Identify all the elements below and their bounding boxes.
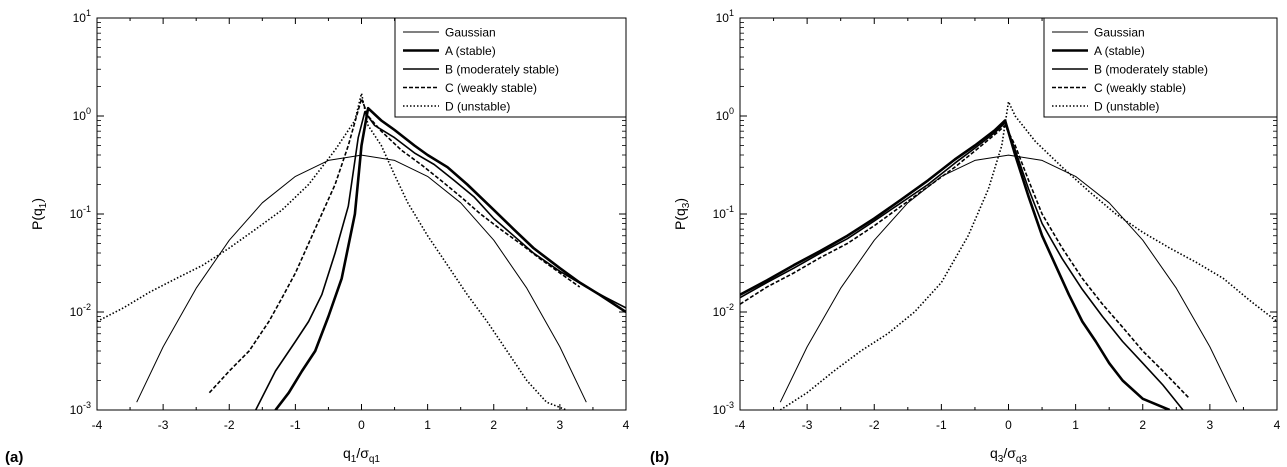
x-axis-label: q1/σq1 [343,445,380,465]
y-tick-label: 100 [73,106,91,123]
legend-box [394,17,627,118]
y-tick-label: 10-2 [713,302,734,319]
y-tick-label: 10-1 [70,204,91,221]
x-tick-label: 3 [1207,418,1214,432]
x-tick-label: -1 [290,418,301,432]
y-axis-label-sub: 1 [38,202,49,208]
legend: Gaussian A (stable) B (moderately stable) C… [394,17,627,118]
x-tick-label: -2 [224,418,235,432]
y-tick-label: 101 [73,8,91,25]
chart-panel-a: -4 -3 -2 -1 0 1 2 3 410-310-210-1100101q1/σq1P(q… [5,8,630,466]
y-tick-exponent: -3 [726,400,734,410]
series-line-4 [779,100,1277,410]
legend-label-2: B (moderately stable) [445,63,559,77]
x-tick-label: -1 [936,418,947,432]
series-line-0 [136,154,587,403]
y-tick-label: 10-3 [70,400,91,417]
chart-panel-b: -4 -3 -2 -1 0 1 2 3 410-310-210-1100101q3/σq3P(q… [650,8,1281,466]
x-tick-label: 1 [1072,418,1079,432]
x-axis-label-den-sub: q3 [1016,454,1028,465]
legend-label-1: A (stable) [1094,44,1145,58]
legend-label-4: D (unstable) [445,100,510,114]
y-tick-label: 100 [716,106,734,123]
x-tick-label: 4 [1274,418,1281,432]
y-tick-exponent: 0 [729,106,734,116]
x-tick-label: 4 [623,418,630,432]
series-line-2 [254,111,626,410]
y-tick-label: 10-3 [713,400,734,417]
legend-box [1043,17,1278,118]
y-tick-label: 10-2 [70,302,91,319]
legend-label-0: Gaussian [1094,26,1145,40]
series-line-0 [779,154,1238,403]
series-line-2 [740,122,1184,410]
y-tick-exponent: 1 [86,8,91,18]
y-tick-exponent: -1 [726,204,734,214]
x-axis-label-slash: /σ [356,445,369,461]
legend-label-1: A (stable) [445,44,496,58]
x-tick-label: -4 [735,418,746,432]
x-tick-label: 0 [358,418,365,432]
x-tick-label: 0 [1005,418,1012,432]
legend-label-3: C (weakly stable) [445,81,537,95]
y-axis-label: P(q3) [672,198,692,230]
y-axis-label-close: ) [672,198,688,203]
x-tick-label: 2 [490,418,497,432]
panel-label: (b) [650,449,669,466]
x-tick-label: -2 [869,418,880,432]
y-tick-exponent: 1 [729,8,734,18]
legend-label-3: C (weakly stable) [1094,81,1186,95]
y-tick-exponent: 0 [86,106,91,116]
series-line-3 [740,124,1191,400]
x-tick-label: 2 [1139,418,1146,432]
y-axis-label-close: ) [29,198,45,203]
y-tick-exponent: -3 [83,400,91,410]
y-tick-exponent: -1 [83,204,91,214]
x-tick-label: -3 [158,418,169,432]
x-axis-label-slash: /σ [1003,445,1016,461]
legend: Gaussian A (stable) B (moderately stable) C… [1043,17,1278,118]
legend-label-2: B (moderately stable) [1094,63,1208,77]
x-axis-label-sub: 3 [998,454,1004,465]
y-axis-label-sub: 3 [681,202,692,208]
x-axis-label: q3/σq3 [990,445,1027,465]
series-line-4 [97,92,567,410]
legend-label-0: Gaussian [445,26,496,40]
y-tick-label: 10-1 [713,204,734,221]
x-axis-label-sub: 1 [351,454,357,465]
y-tick-exponent: -2 [726,302,734,312]
x-tick-label: 1 [424,418,431,432]
x-tick-label: 3 [557,418,564,432]
y-tick-exponent: -2 [83,302,91,312]
series-line-3 [208,97,581,394]
panel-label: (a) [5,449,23,466]
y-axis-label: P(q1) [29,198,49,230]
x-tick-label: -4 [92,418,103,432]
series-line-1 [274,106,626,410]
legend-label-4: D (unstable) [1094,100,1159,114]
x-axis-label-den-sub: q1 [369,454,381,465]
y-tick-label: 101 [716,8,734,25]
x-tick-label: -3 [802,418,813,432]
